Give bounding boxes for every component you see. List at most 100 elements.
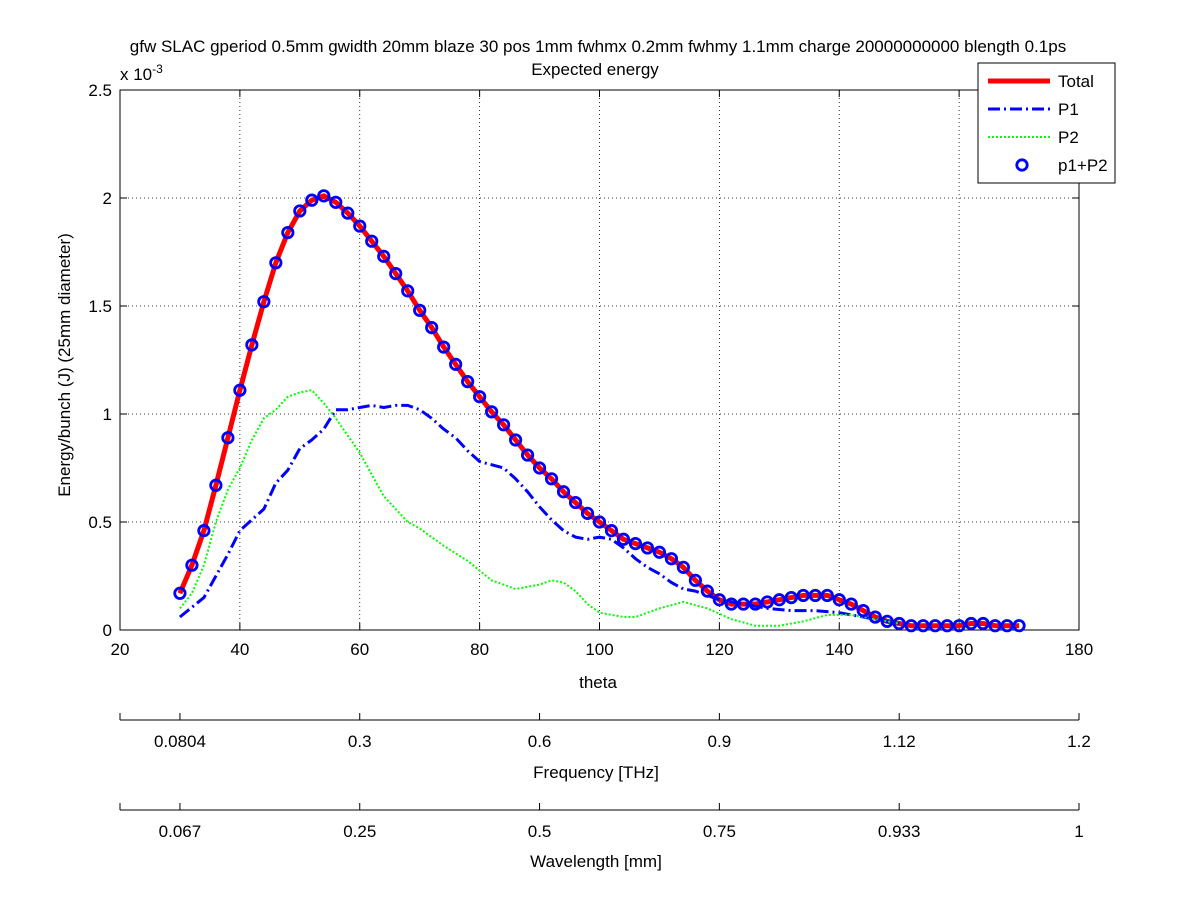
data-point-marker	[664, 552, 679, 566]
chart-title: gfw SLAC gperiod 0.5mm gwidth 20mm blaze…	[130, 37, 1066, 56]
data-point-marker	[892, 616, 906, 631]
data-point-marker	[544, 472, 559, 486]
secondary-axis-tick-label: 0.0804	[154, 732, 206, 751]
data-point-marker	[556, 485, 571, 499]
x-axis-label: theta	[579, 673, 617, 692]
y-tick-label: 2.5	[88, 81, 112, 100]
secondary-axis-tick-label: 1.2	[1067, 732, 1091, 751]
data-point-marker	[784, 590, 798, 605]
x-tick-label: 120	[705, 640, 733, 659]
data-point-marker	[844, 597, 858, 611]
data-point-marker	[532, 461, 547, 475]
data-point-marker	[568, 495, 583, 510]
data-point-marker	[209, 478, 223, 492]
data-point-marker	[269, 256, 283, 270]
data-point-marker	[365, 234, 379, 248]
data-point-marker	[485, 405, 499, 419]
data-point-marker	[305, 193, 319, 207]
secondary-axis-tick-label: 1.12	[883, 732, 916, 751]
frequency-axis-label: Frequency [THz]	[533, 763, 659, 782]
data-point-marker	[281, 225, 295, 240]
wavelength-axis: Wavelength [mm] 0.067 0.25 0.5 0.75 0.933 1	[119, 803, 1084, 871]
data-point-marker	[1000, 619, 1014, 633]
data-point-marker	[712, 593, 726, 607]
data-point-marker	[964, 616, 978, 631]
data-point-marker	[772, 593, 786, 607]
data-point-marker	[257, 295, 271, 309]
legend-marker	[1015, 158, 1029, 172]
data-point-marker	[293, 204, 307, 218]
data-point-marker	[197, 524, 211, 538]
data-point-marker	[389, 266, 403, 281]
data-point-marker	[988, 619, 1002, 633]
y-axis-label: Energy/bunch (J) (25mm diameter)	[55, 233, 74, 497]
data-point-marker	[353, 219, 367, 233]
data-point-marker	[245, 338, 259, 352]
data-point-marker	[904, 619, 918, 633]
data-point-marker	[473, 390, 487, 404]
data-point-marker	[736, 597, 750, 611]
x-tick-label: 140	[825, 640, 853, 659]
legend-label: P1	[1058, 100, 1079, 119]
x-tick-label: 40	[230, 640, 249, 659]
secondary-axis-tick-label: 0.9	[708, 732, 732, 751]
data-point-marker	[616, 532, 631, 546]
data-point-marker	[425, 320, 439, 335]
data-point-marker	[580, 506, 595, 520]
data-point-marker	[820, 588, 834, 603]
y-tick-label: 1.5	[88, 297, 112, 316]
y-tick-label: 0.5	[88, 513, 112, 532]
x-tick-label: 160	[945, 640, 973, 659]
data-point-marker	[952, 619, 966, 633]
x-tick-label: 180	[1065, 640, 1093, 659]
data-point-marker	[940, 619, 954, 633]
data-point-marker	[868, 610, 882, 624]
legend-label: P2	[1058, 128, 1079, 147]
y-tick-label: 0	[103, 621, 112, 640]
data-point-marker	[437, 340, 451, 354]
data-point-marker	[760, 595, 774, 609]
data-point-marker	[676, 560, 691, 574]
series-p2	[179, 389, 900, 627]
data-point-marker	[329, 195, 343, 209]
data-point-marker	[796, 588, 810, 603]
x-axis-ticks: 20 40 60 80 100 120 140 160 180	[111, 90, 1093, 659]
secondary-axis-tick-label: 0.5	[528, 822, 552, 841]
data-point-marker	[377, 249, 391, 263]
y-tick-label: 1	[103, 405, 112, 424]
y-exponent-base: x 10	[120, 65, 152, 84]
data-point-marker	[592, 515, 607, 529]
legend-item: p1+P2	[1015, 156, 1108, 175]
data-point-marker	[724, 597, 738, 611]
y-exponent-power: -3	[152, 62, 163, 76]
secondary-axis-tick-label: 0.75	[703, 822, 736, 841]
frequency-axis: Frequency [THz] 0.0804 0.3 0.6 0.9 1.12 1.2	[119, 713, 1091, 782]
data-point-marker	[928, 619, 942, 633]
data-point-marker	[604, 524, 619, 538]
legend-label: Total	[1058, 72, 1094, 91]
data-point-marker	[976, 616, 990, 631]
secondary-axis-tick-label: 0.6	[528, 732, 552, 751]
secondary-axis-tick-label: 1	[1074, 822, 1083, 841]
data-point-marker	[461, 374, 475, 389]
data-point-marker	[233, 383, 247, 397]
data-point-marker	[496, 418, 511, 432]
y-tick-label: 2	[103, 189, 112, 208]
data-point-marker	[173, 586, 187, 600]
y-axis-exponent: x 10-3	[120, 62, 163, 84]
data-point-marker	[449, 357, 463, 371]
series-p1-p2	[173, 189, 1026, 633]
legend-label: p1+P2	[1058, 156, 1108, 175]
wavelength-axis-label: Wavelength [mm]	[530, 852, 662, 871]
data-point-marker	[401, 284, 415, 298]
data-point-marker	[520, 448, 535, 462]
data-point-marker	[688, 573, 703, 587]
data-point-marker	[652, 545, 667, 559]
data-point-marker	[628, 536, 643, 551]
legend-item: Total	[988, 72, 1094, 91]
data-point-marker	[880, 614, 894, 628]
data-point-marker	[700, 584, 714, 598]
x-tick-label: 60	[350, 640, 369, 659]
series-layer	[173, 189, 1026, 633]
